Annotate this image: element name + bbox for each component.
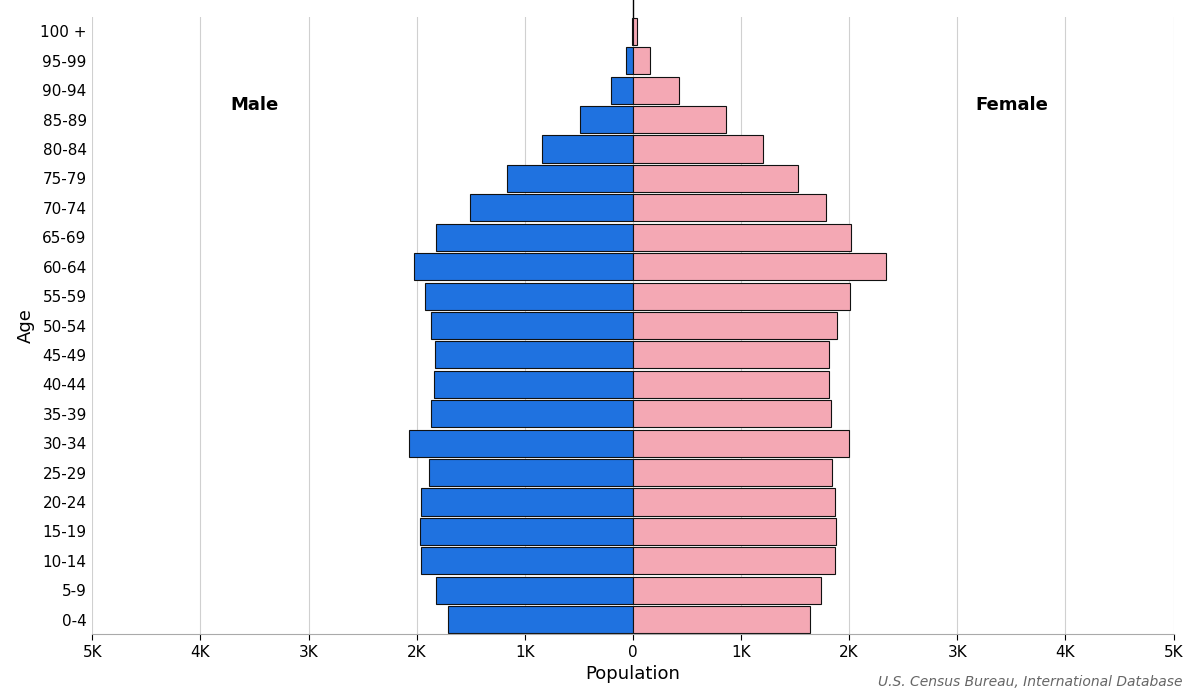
Bar [448,606,632,634]
Bar [632,489,835,515]
Bar [632,195,827,221]
Bar [632,136,763,162]
X-axis label: Population: Population [586,665,680,683]
Bar [542,136,632,162]
Bar [632,312,838,339]
Bar [425,283,632,309]
Text: Male: Male [230,96,278,114]
Bar [409,430,632,456]
Bar [632,459,832,486]
Bar [428,459,632,486]
Bar [632,518,836,545]
Bar [420,518,632,545]
Bar [632,106,726,133]
Bar [508,165,632,192]
Bar [632,165,798,192]
Bar [632,577,821,604]
Bar [431,312,632,339]
Bar [632,547,835,575]
Bar [580,106,632,133]
Bar [611,77,632,104]
Bar [414,253,632,280]
Bar [632,371,829,398]
Bar [632,430,850,456]
Bar [436,342,632,368]
Bar [632,400,830,427]
Bar [632,77,679,104]
Bar [632,253,886,280]
Bar [631,18,632,45]
Bar [421,489,632,515]
Text: U.S. Census Bureau, International Database: U.S. Census Bureau, International Databa… [877,676,1182,690]
Bar [431,400,632,427]
Bar [632,224,851,251]
Bar [632,48,649,74]
Y-axis label: Age: Age [17,308,35,343]
Bar [434,371,632,398]
Bar [469,195,632,221]
Text: Female: Female [974,96,1048,114]
Bar [626,48,632,74]
Bar [632,283,851,309]
Bar [436,577,632,604]
Bar [632,606,810,634]
Bar [421,547,632,575]
Bar [632,342,829,368]
Bar [436,224,632,251]
Bar [632,18,637,45]
